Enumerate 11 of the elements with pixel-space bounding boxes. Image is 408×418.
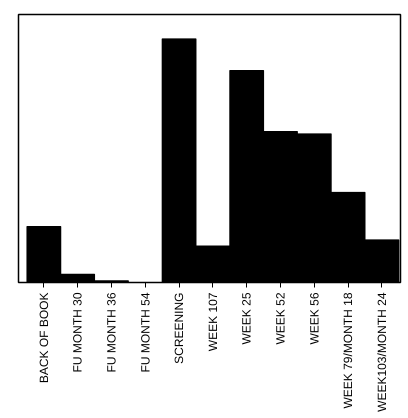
- x-tick-label: FU MONTH 30: [70, 292, 85, 373]
- x-tick-label: SCREENING: [172, 292, 186, 364]
- x-tick-label: WEEK103/MONTH 24: [374, 292, 389, 412]
- x-tick-label: WEEK 107: [206, 292, 220, 352]
- x-tick-label: WEEK 79/MONTH 18: [341, 292, 356, 409]
- x-tick-label: WEEK 56: [307, 292, 322, 345]
- x-tick-label: WEEK 25: [240, 292, 254, 345]
- x-tick-label: WEEK 52: [273, 292, 288, 345]
- x-tick-label: FU MONTH 36: [104, 292, 118, 373]
- x-tick-label: BACK OF BOOK: [36, 292, 51, 384]
- x-tick-label: FU MONTH 54: [138, 292, 152, 373]
